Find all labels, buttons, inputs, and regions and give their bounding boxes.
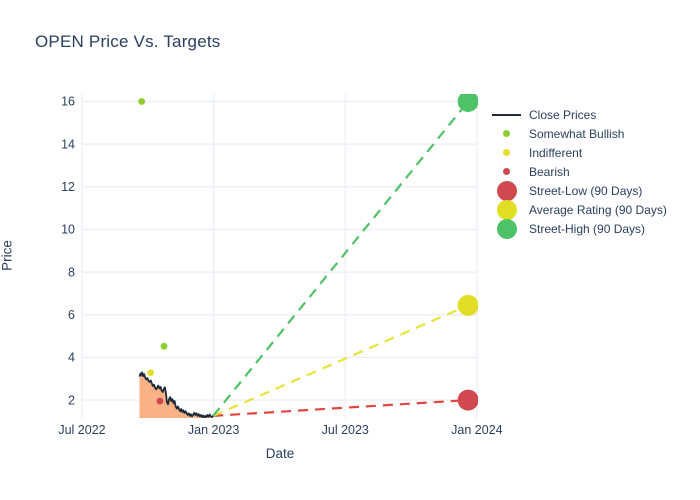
x-tick-label: Jan 2024 (451, 423, 502, 437)
legend-item-close-prices[interactable]: Close Prices (491, 105, 667, 124)
close-price-area (139, 372, 214, 418)
y-tick-label: 8 (68, 265, 75, 279)
y-tick-label: 4 (68, 351, 75, 365)
rating-dot-bearish[interactable] (156, 397, 164, 405)
legend-marker-bearish-icon (491, 168, 522, 175)
y-tick-label: 2 (68, 393, 75, 407)
projection-line-average-rating (212, 304, 469, 417)
x-axis-title: Date (265, 446, 295, 461)
y-axis-title: Price (0, 240, 15, 271)
legend-label: Average Rating (90 Days) (529, 202, 667, 217)
legend-item-average-rating[interactable]: Average Rating (90 Days) (491, 199, 667, 220)
chart-title: OPEN Price Vs. Targets (35, 32, 221, 51)
legend: Close Prices Somewhat Bullish Indifferent B… (491, 105, 667, 239)
legend-label: Somewhat Bullish (529, 126, 625, 141)
legend-label: Street-High (90 Days) (529, 221, 646, 236)
legend-marker-average-rating-icon (491, 199, 522, 220)
y-tick-label: 16 (61, 95, 75, 109)
plot-data-layer (138, 91, 479, 418)
legend-item-somewhat-bullish[interactable]: Somewhat Bullish (491, 124, 667, 143)
legend-item-street-low[interactable]: Street-Low (90 Days) (491, 180, 667, 201)
rating-dot-indifferent[interactable] (147, 369, 155, 377)
legend-marker-close-prices-icon (491, 113, 522, 116)
legend-label: Street-Low (90 Days) (529, 183, 643, 198)
y-tick-label: 6 (68, 308, 75, 322)
rating-dot-somewhat-bullish[interactable] (138, 98, 146, 105)
legend-label: Close Prices (529, 107, 597, 122)
x-tick-label: Jul 2022 (58, 423, 105, 437)
target-marker-street-low[interactable] (457, 389, 479, 411)
legend-item-indifferent[interactable]: Indifferent (491, 143, 667, 162)
y-tick-label: 14 (61, 137, 75, 151)
close-price-line[interactable] (138, 371, 214, 418)
target-marker-average-rating[interactable] (457, 294, 479, 316)
legend-marker-street-high-icon (491, 218, 522, 239)
legend-label: Indifferent (529, 145, 583, 160)
x-tick-label: Jul 2023 (322, 423, 369, 437)
legend-item-bearish[interactable]: Bearish (491, 162, 667, 181)
legend-marker-street-low-icon (491, 180, 522, 201)
target-marker-street-high[interactable] (457, 91, 479, 112)
rating-dot-somewhat-bullish[interactable] (160, 342, 168, 350)
legend-label: Bearish (529, 164, 570, 179)
legend-marker-somewhat-bullish-icon (491, 130, 522, 137)
legend-marker-indifferent-icon (491, 149, 522, 156)
legend-item-street-high[interactable]: Street-High (90 Days) (491, 218, 667, 239)
projection-line-street-low (213, 398, 469, 417)
y-tick-label: 12 (61, 180, 75, 194)
y-tick-label: 10 (61, 223, 75, 237)
plot-area[interactable] (82, 94, 478, 418)
x-tick-label: Jan 2023 (188, 423, 239, 437)
